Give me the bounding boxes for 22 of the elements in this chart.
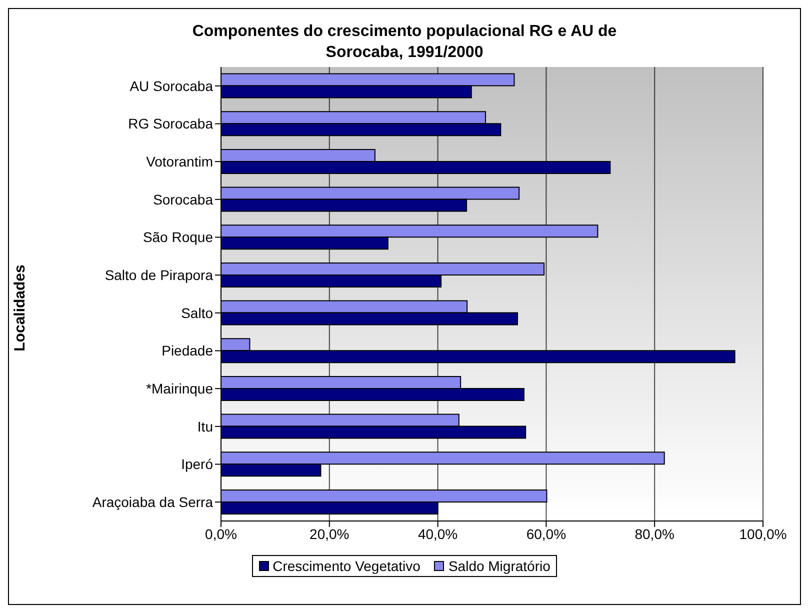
legend-label: Crescimento Vegetativo <box>272 558 420 574</box>
y-tick-label: Araçoiaba da Serra <box>92 494 214 510</box>
x-tick-label: 0,0% <box>205 526 237 542</box>
x-tick-label: 80,0% <box>634 526 674 542</box>
y-tick-label: Piedade <box>162 342 214 359</box>
y-tick-label: São Roque <box>142 229 214 246</box>
x-tick-label: 60,0% <box>526 526 566 542</box>
y-tick-label: *Mairinque <box>146 380 214 397</box>
y-tick-label: Sorocaba <box>153 191 214 208</box>
x-tick-label: 100,0% <box>739 526 787 542</box>
y-tick-label: RG Sorocaba <box>128 116 214 132</box>
y-tick-label: AU Sorocaba <box>130 78 214 94</box>
y-tick-label: Votorantim <box>146 154 213 170</box>
x-tick-label: 40,0% <box>418 526 458 542</box>
y-tick-label: Iperó <box>181 456 214 472</box>
y-axis-title: Localidades <box>12 264 28 352</box>
chart-title: Componentes do crescimento populacional RG e AU de Sorocaba, 1991/2000 <box>191 22 618 63</box>
legend-label: Saldo Migratório <box>447 558 550 574</box>
x-tick-label: 20,0% <box>310 526 350 542</box>
y-tick-label: Salto de Pirapora <box>104 267 214 284</box>
y-tick-label: Salto <box>181 304 214 321</box>
y-tick-label: Itu <box>197 418 213 434</box>
